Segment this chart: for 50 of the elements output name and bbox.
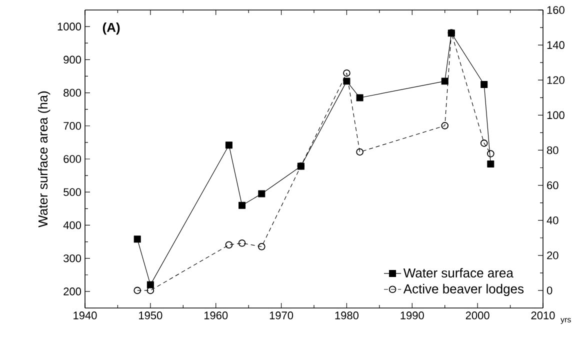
point [134, 236, 141, 243]
y2-tick-label: 120 [547, 76, 564, 84]
x-tick-label: 1960 [204, 312, 228, 320]
point [480, 140, 488, 147]
x-tick-label: 1970 [270, 312, 294, 320]
y-tick-label: 500 [64, 188, 82, 196]
y2-tick-label: 60 [547, 181, 558, 190]
y-tick-label: 900 [64, 56, 82, 64]
point [225, 142, 232, 149]
x-tick-label: 1950 [139, 312, 162, 320]
y-tick-label: 1000 [58, 22, 82, 30]
y2-tick-label: 0 [546, 286, 552, 294]
point [146, 281, 154, 288]
y-tick-label: 700 [64, 122, 82, 130]
y-tick-label: 300 [64, 254, 82, 262]
y2-tick-label: 140 [547, 41, 564, 49]
point [258, 190, 266, 198]
y-tick-label: 600 [64, 155, 82, 163]
x-tick-label: 2010 [531, 312, 555, 320]
y2-tick-label: 100 [547, 111, 564, 120]
point [480, 80, 488, 88]
point [487, 150, 494, 158]
annotation: (A) [102, 22, 120, 35]
x-tick-label: 1940 [74, 312, 97, 320]
point [238, 239, 246, 247]
point [134, 286, 141, 294]
legend-label: Water surface area [403, 268, 514, 278]
x-tick-label: 1980 [335, 312, 359, 320]
point [441, 122, 449, 130]
x-tick-label: 2000 [466, 312, 490, 320]
y-tick-label: 400 [63, 221, 82, 230]
point [343, 69, 350, 77]
x-tick-label: 1990 [400, 312, 424, 320]
point [356, 148, 364, 156]
point [225, 241, 233, 249]
point [487, 160, 494, 168]
y-tick-label: 200 [64, 288, 82, 296]
y2-tick-label: 20 [547, 252, 558, 260]
y-tick-label: 800 [64, 88, 82, 97]
y2-tick-label: 160 [547, 6, 564, 14]
y2-tick-label: 40 [546, 216, 558, 224]
point [258, 242, 266, 250]
y2-tick-label: 80 [547, 146, 558, 154]
point [441, 78, 448, 85]
y-axis-title: Water surface area (ha) [38, 91, 50, 228]
x-axis-title: yrs [560, 318, 571, 324]
point [343, 78, 350, 85]
legend-label: Active beaver lodges [403, 284, 524, 296]
point [238, 202, 246, 209]
point [356, 94, 364, 102]
